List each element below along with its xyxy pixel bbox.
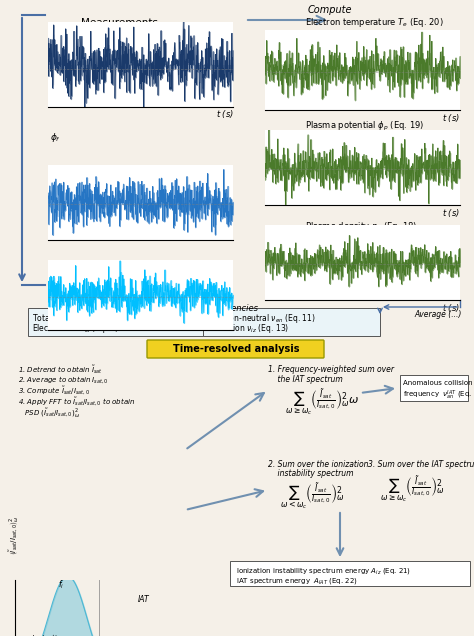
Text: frequency  $\nu_{an}^{IAT}$ (Eq. 17): frequency $\nu_{an}^{IAT}$ (Eq. 17) xyxy=(403,389,474,403)
Text: $n_e$: $n_e$ xyxy=(268,228,279,238)
FancyBboxPatch shape xyxy=(203,308,380,336)
FancyBboxPatch shape xyxy=(147,340,324,358)
FancyBboxPatch shape xyxy=(230,561,470,586)
Text: $\phi_f$: $\phi_f$ xyxy=(50,131,61,144)
FancyBboxPatch shape xyxy=(28,308,203,336)
Text: 2. Average to obtain $I_{sat,0}$: 2. Average to obtain $I_{sat,0}$ xyxy=(18,374,109,385)
Text: 2. Sum over the ionization: 2. Sum over the ionization xyxy=(268,460,368,469)
Text: $f_i$: $f_i$ xyxy=(57,578,64,591)
Text: $t$ (s): $t$ (s) xyxy=(442,112,460,124)
Text: Measurements: Measurements xyxy=(82,18,158,28)
Text: the IAT spectrum: the IAT spectrum xyxy=(268,375,343,384)
Text: $I_{sat}$: $I_{sat}$ xyxy=(50,26,64,39)
Text: instability spectrum: instability spectrum xyxy=(268,469,354,478)
Text: Total $\nu_e$ (Eq. 8): Total $\nu_e$ (Eq. 8) xyxy=(32,312,91,325)
Text: $\sum_{\omega < \omega_c} \left(\frac{\tilde{I}_{sat}}{I_{sat,0}}\right)^2_\omeg: $\sum_{\omega < \omega_c} \left(\frac{\t… xyxy=(280,482,345,512)
Text: $t$ (s): $t$ (s) xyxy=(216,200,234,212)
Text: $\sum_{\omega \geq \omega_c} \left(\frac{\tilde{I}_{sat}}{I_{sat,0}}\right)^2_\o: $\sum_{\omega \geq \omega_c} \left(\frac… xyxy=(380,475,445,505)
Text: $(T_e)$: $(T_e)$ xyxy=(268,47,285,60)
Text: 1. Frequency-weighted sum over: 1. Frequency-weighted sum over xyxy=(268,365,394,374)
Text: Plasma density $n_e$ (Eq. 18): Plasma density $n_e$ (Eq. 18) xyxy=(305,220,418,233)
Text: $t$ (s): $t$ (s) xyxy=(442,302,460,314)
Text: $\phi_p$: $\phi_p$ xyxy=(268,133,279,146)
Text: $\sum_{\omega \geq \omega_c} \left(\frac{\tilde{I}_{sat}}{I_{sat,0}}\right)^2_\o: $\sum_{\omega \geq \omega_c} \left(\frac… xyxy=(285,388,359,418)
Text: Average (...): Average (...) xyxy=(415,310,462,319)
Text: 3. Compute $\tilde{I}_{sat}/I_{sat,0}$: 3. Compute $\tilde{I}_{sat}/I_{sat,0}$ xyxy=(18,385,90,398)
Text: $T_e$: $T_e$ xyxy=(268,34,279,46)
FancyBboxPatch shape xyxy=(400,375,468,401)
Text: Electron-ion $\nu_{ei}$ (Eq. 9): Electron-ion $\nu_{ei}$ (Eq. 9) xyxy=(32,322,118,335)
Text: Electron-neutral $\nu_{en}$ (Eq. 11): Electron-neutral $\nu_{en}$ (Eq. 11) xyxy=(207,312,316,325)
Text: 4. Apply FFT to $\tilde{I}_{sat}/I_{sat,0}$ to obtain: 4. Apply FFT to $\tilde{I}_{sat}/I_{sat,… xyxy=(18,396,136,408)
Text: $\phi_{em}$: $\phi_{em}$ xyxy=(50,225,68,238)
Text: $t$ (s): $t$ (s) xyxy=(216,288,234,300)
Text: $t$ (s): $t$ (s) xyxy=(216,108,234,120)
Text: Ionization $\nu_{iz}$ (Eq. 13): Ionization $\nu_{iz}$ (Eq. 13) xyxy=(207,322,289,335)
Text: 3. Sum over the IAT spectrum: 3. Sum over the IAT spectrum xyxy=(368,460,474,469)
Text: Ionization instability spectrum energy $A_{iz}$ (Eq. 21): Ionization instability spectrum energy $… xyxy=(236,566,411,576)
Text: 1. Detrend to obtain $\tilde{I}_{sat}$: 1. Detrend to obtain $\tilde{I}_{sat}$ xyxy=(18,363,103,375)
Text: Derive collision frequencies: Derive collision frequencies xyxy=(142,304,258,313)
Text: $t$ (s): $t$ (s) xyxy=(442,207,460,219)
Text: Compute: Compute xyxy=(308,5,352,15)
Text: Plasma potential $\phi_p$ (Eq. 19): Plasma potential $\phi_p$ (Eq. 19) xyxy=(305,120,424,133)
Text: Anomalous collision: Anomalous collision xyxy=(403,380,473,386)
Text: IAT spectrum energy  $A_{IAT}$ (Eq. 22): IAT spectrum energy $A_{IAT}$ (Eq. 22) xyxy=(236,576,358,586)
Text: $\left(\tilde{I}_{sat}/I_{sat,0}\right)^2_\omega$: $\left(\tilde{I}_{sat}/I_{sat,0}\right)^… xyxy=(8,515,21,555)
Text: $(n_e)$: $(n_e)$ xyxy=(268,242,285,254)
Text: Time-resolved analysis: Time-resolved analysis xyxy=(173,344,299,354)
Text: $I_{sat,0}$: $I_{sat,0}$ xyxy=(50,55,70,67)
Text: IAT: IAT xyxy=(137,595,149,604)
Text: $(\phi_p)$: $(\phi_p)$ xyxy=(268,148,285,161)
Text: Electron temperature $T_e$ (Eq. 20): Electron temperature $T_e$ (Eq. 20) xyxy=(305,16,444,29)
Text: PSD $(\tilde{I}_{sat}/I_{sat,0})^2_\omega$: PSD $(\tilde{I}_{sat}/I_{sat,0})^2_\omeg… xyxy=(18,407,80,420)
